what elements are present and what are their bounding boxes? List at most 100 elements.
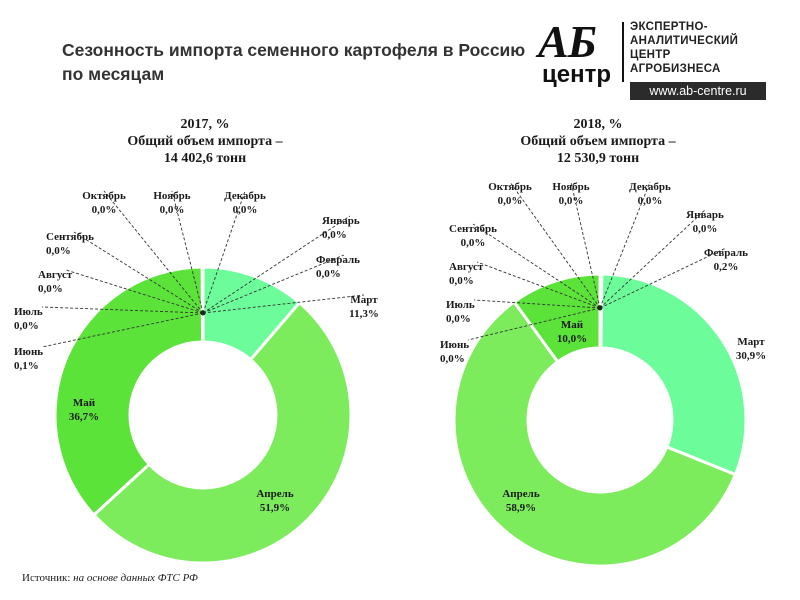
slice-0-4 <box>53 265 205 518</box>
donut-chart-0: Январь 0,0% Февраль 0,0% Март 11,3% Апрель 51,9… <box>14 190 379 565</box>
leader-hub-0 <box>200 310 206 316</box>
logo-mark-bottom: центр <box>542 61 612 88</box>
leader-0-2 <box>202 294 365 314</box>
label-0-3: Апрель 51,9% <box>256 488 293 514</box>
label-category: Август <box>449 261 484 273</box>
label-category: Февраль <box>316 254 360 266</box>
title-line-2: по месяцам <box>62 64 165 84</box>
logo-text-line: ЭКСПЕРТНО- <box>630 21 708 33</box>
label-0-6: Июль 0,0% <box>14 306 43 332</box>
label-value: 0,0% <box>693 223 718 235</box>
label-value: 0,2% <box>714 261 739 273</box>
slice-1-3 <box>452 299 738 568</box>
leader-1-7 <box>476 261 601 309</box>
leader-1-11 <box>599 181 651 309</box>
slice-0-3 <box>91 300 353 565</box>
label-value: 0,0% <box>92 204 117 216</box>
chart-header-line: 14 402,6 тонн <box>163 151 247 166</box>
label-category: Март <box>737 336 765 348</box>
label-category: Август <box>38 269 73 281</box>
label-value: 0,0% <box>446 313 471 325</box>
leader-1-8 <box>472 223 601 309</box>
leader-0-7 <box>65 269 204 314</box>
label-value: 0,0% <box>559 195 584 207</box>
chart-header-line: Общий объем импорта – <box>520 134 676 149</box>
label-category: Июль <box>446 299 475 311</box>
label-1-11: Декабрь 0,0% <box>629 181 671 207</box>
logo-text-line: АГРОБИЗНЕСА <box>630 63 721 75</box>
label-category: Январь <box>686 209 724 221</box>
chart-header-line: 12 530,9 тонн <box>556 151 640 166</box>
label-category: Февраль <box>704 247 748 259</box>
logo-url[interactable]: www.ab-centre.ru <box>630 82 766 100</box>
logo-text-line: АНАЛИТИЧЕСКИЙ <box>630 35 739 47</box>
source-text: на основе данных ФТС РФ <box>73 572 198 584</box>
source-label: Источник: <box>22 572 71 584</box>
label-category: Март <box>350 294 378 306</box>
label-category: Июнь <box>440 339 469 351</box>
label-value: 36,7% <box>69 411 99 423</box>
label-value: 0,0% <box>316 268 341 280</box>
label-value: 58,9% <box>506 502 536 514</box>
label-category: Сентябрь <box>449 223 497 235</box>
leader-1-6 <box>473 299 601 309</box>
label-value: 10,0% <box>557 333 587 345</box>
label-category: Октябрь <box>82 190 126 202</box>
leader-1-9 <box>509 181 601 309</box>
label-value: 11,3% <box>349 308 379 320</box>
label-value: 0,0% <box>449 275 474 287</box>
leader-0-5 <box>41 312 204 348</box>
slice-1-2 <box>599 272 748 477</box>
label-1-1: Февраль 0,2% <box>704 247 748 273</box>
label-category: Ноябрь <box>552 181 589 193</box>
label-value: 0,0% <box>233 204 258 216</box>
chart-header-line: 2017, % <box>180 117 230 132</box>
label-category: Декабрь <box>629 181 671 193</box>
label-1-2: Март 30,9% <box>736 336 766 362</box>
label-value: 0,0% <box>14 320 39 332</box>
leader-1-10 <box>570 181 601 309</box>
label-category: Апрель <box>502 488 539 500</box>
leader-0-9 <box>103 190 204 314</box>
label-1-6: Июль 0,0% <box>446 299 475 325</box>
label-category: Апрель <box>256 488 293 500</box>
leader-0-0 <box>202 215 351 314</box>
label-0-9: Октябрь 0,0% <box>82 190 126 216</box>
title-line-1: Сезонность импорта семенного картофеля в… <box>62 40 526 60</box>
label-value: 30,9% <box>736 350 766 362</box>
label-value: 0,0% <box>322 229 347 241</box>
label-category: Сентябрь <box>46 231 94 243</box>
logo-mark-top: АБ <box>538 16 597 67</box>
chart-header-line: Общий объем импорта – <box>127 134 283 149</box>
label-0-4: Май 36,7% <box>69 397 99 423</box>
label-value: 51,9% <box>260 502 290 514</box>
donut-chart-1: Январь 0,0% Февраль 0,2% Март 30,9% Апрель 58,9… <box>440 181 766 568</box>
leader-0-8 <box>73 231 204 314</box>
chart-2017-header: 2017, % Общий объем импорта – 14 402,6 т… <box>55 116 355 167</box>
label-value: 0,0% <box>38 283 63 295</box>
label-category: Октябрь <box>488 181 532 193</box>
chart-2018-header: 2018, % Общий объем импорта – 12 530,9 т… <box>448 116 748 167</box>
label-value: 0,0% <box>498 195 523 207</box>
slice-1-4 <box>512 272 602 364</box>
leader-1-1 <box>599 247 727 309</box>
label-value: 0,0% <box>440 353 465 365</box>
label-0-11: Декабрь 0,0% <box>224 190 266 216</box>
label-1-10: Ноябрь 0,0% <box>552 181 589 207</box>
page-title: Сезонность импорта семенного картофеля в… <box>62 38 532 86</box>
label-category: Июнь <box>14 346 43 358</box>
ab-centre-logo: АБ центр ЭКСПЕРТНО- АНАЛИТИЧЕСКИЙ ЦЕНТР … <box>538 16 778 102</box>
leader-1-5 <box>467 307 601 341</box>
label-0-10: Ноябрь 0,0% <box>153 190 190 216</box>
label-value: 0,1% <box>14 360 39 372</box>
label-0-0: Январь 0,0% <box>322 215 360 241</box>
logo-text: ЭКСПЕРТНО- АНАЛИТИЧЕСКИЙ ЦЕНТР АГРОБИЗНЕ… <box>630 20 738 76</box>
leader-0-11 <box>202 190 246 314</box>
label-category: Ноябрь <box>153 190 190 202</box>
label-0-8: Сентябрь 0,0% <box>46 231 94 257</box>
label-category: Май <box>73 397 96 409</box>
label-1-9: Октябрь 0,0% <box>488 181 532 207</box>
label-category: Июль <box>14 306 43 318</box>
label-1-7: Август 0,0% <box>449 261 484 287</box>
